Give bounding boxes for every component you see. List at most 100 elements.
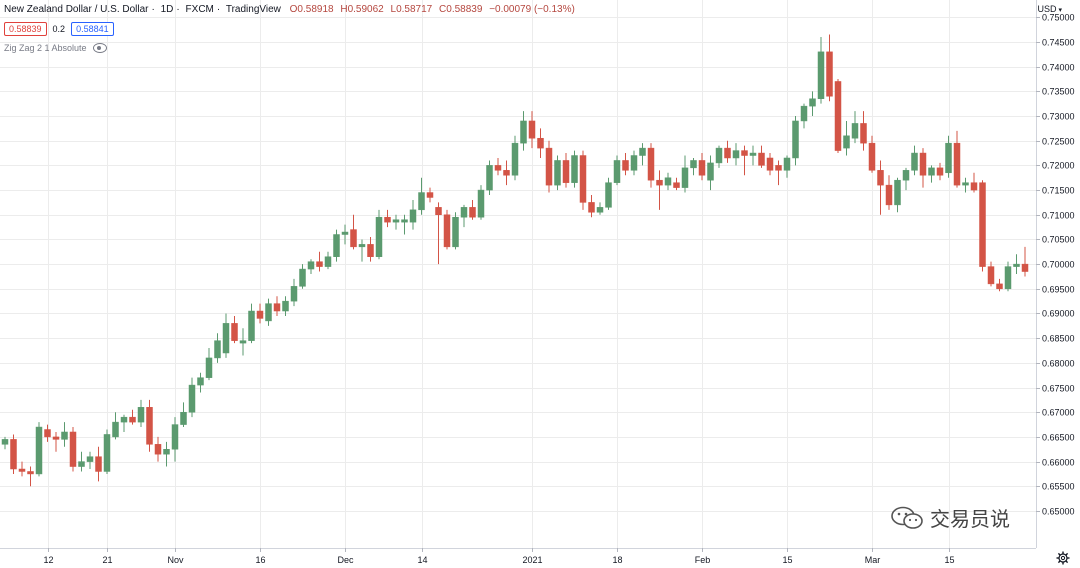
- candle-body-up: [749, 152, 757, 156]
- candle-body-down: [766, 157, 774, 171]
- change-value: −0.00079 (−0.13%): [489, 4, 575, 15]
- candle: [205, 348, 213, 381]
- candle: [817, 37, 825, 104]
- candle: [741, 145, 748, 176]
- buy-price-button[interactable]: 0.58841: [71, 22, 114, 36]
- candle-body-down: [18, 468, 26, 472]
- x-tick-label: Mar: [865, 555, 881, 565]
- candle: [35, 422, 43, 477]
- candle: [843, 120, 850, 156]
- candle: [758, 145, 765, 168]
- candle-body-up: [35, 426, 43, 475]
- candle-body-down: [528, 120, 536, 139]
- candle: [231, 315, 238, 344]
- symbol-header: New Zealand Dollar / U.S. Dollar · 1D · FX…: [4, 4, 579, 15]
- candle: [664, 172, 672, 191]
- candle-body-up: [817, 51, 825, 99]
- candle: [409, 199, 417, 230]
- candle-body-up: [86, 456, 94, 462]
- candle-body-down: [273, 303, 281, 312]
- candle-body-down: [1021, 263, 1029, 272]
- candle-body-up: [61, 431, 68, 440]
- candle: [120, 414, 128, 432]
- candle: [418, 177, 425, 215]
- candle-body-up: [112, 421, 119, 438]
- interval-label[interactable]: 1D: [160, 4, 174, 15]
- candle: [851, 111, 859, 144]
- candle-body-up: [1013, 263, 1020, 267]
- candle-body-up: [299, 268, 306, 287]
- candle-body-down: [316, 261, 323, 267]
- candle-body-down: [647, 147, 655, 181]
- candle: [545, 140, 553, 193]
- candle-body-down: [44, 429, 51, 438]
- y-tick-label: 0.71000: [1042, 211, 1075, 221]
- high-value: H0.59062: [340, 4, 384, 15]
- candle-body-up: [103, 434, 111, 472]
- x-tick-label: 15: [944, 555, 954, 565]
- candle: [970, 172, 978, 193]
- currency-label[interactable]: USD: [1037, 4, 1057, 14]
- candle: [860, 111, 867, 151]
- indicator-label[interactable]: Zig Zag 2 1 Absolute: [4, 43, 87, 53]
- symbol-name[interactable]: New Zealand Dollar / U.S. Dollar: [4, 4, 149, 15]
- watermark: 交易员说: [890, 503, 1010, 532]
- y-tick-label: 0.69000: [1042, 309, 1075, 319]
- candle-body-up: [1, 439, 9, 445]
- candle-body-up: [282, 300, 289, 312]
- candle-body-up: [409, 209, 417, 223]
- wechat-icon: [891, 506, 923, 529]
- price-axis[interactable]: 0.75000 0.74500 0.74000 0.73500 0.73000 0.725…: [1036, 13, 1075, 517]
- x-tick-label: 12: [43, 555, 53, 565]
- candle: [520, 111, 527, 151]
- candle-body-up: [163, 449, 170, 455]
- gear-icon[interactable]: [1056, 551, 1070, 565]
- ohlc-values: O0.58918 H0.59062 L0.58717 C0.58839 −0.0…: [290, 4, 579, 15]
- y-tick-label: 0.69500: [1042, 285, 1075, 295]
- indicator-legend[interactable]: Zig Zag 2 1 Absolute: [4, 43, 107, 53]
- candle-body-down: [834, 81, 842, 151]
- currency-selector[interactable]: USD ▾: [1037, 4, 1062, 14]
- candle-body-down: [503, 170, 510, 176]
- candle-body-down: [256, 310, 264, 319]
- candle-body-down: [868, 142, 876, 171]
- candle: [1, 436, 9, 450]
- candle: [962, 177, 969, 193]
- sell-price-button[interactable]: 0.58839: [4, 22, 47, 36]
- candle: [290, 278, 298, 307]
- candle-body-down: [426, 192, 434, 198]
- candle: [613, 155, 621, 186]
- candle: [86, 451, 94, 470]
- candle: [78, 451, 85, 472]
- candle-body-up: [324, 256, 332, 267]
- candle: [27, 466, 34, 487]
- candle-body-up: [715, 147, 723, 164]
- candles: [1, 34, 1029, 487]
- candle: [333, 229, 340, 262]
- candle-body-up: [137, 407, 145, 423]
- time-axis[interactable]: 12 21 Nov 16 Dec 14 2021 18 Feb 15 Mar 15: [43, 548, 955, 565]
- candle: [877, 160, 884, 215]
- candle-body-down: [860, 123, 867, 144]
- candle: [707, 155, 714, 191]
- candle-body-up: [307, 261, 315, 270]
- candle-body-down: [69, 431, 77, 467]
- candle: [239, 328, 247, 356]
- candle: [375, 209, 383, 260]
- eye-icon[interactable]: [92, 43, 107, 53]
- candle-body-up: [222, 323, 230, 354]
- candle-body-up: [401, 219, 408, 223]
- candle: [443, 209, 451, 250]
- candle: [732, 143, 740, 166]
- x-tick-label: 14: [417, 555, 427, 565]
- candle: [554, 155, 561, 191]
- candle: [494, 157, 502, 176]
- candle: [146, 399, 153, 452]
- candle-body-up: [290, 286, 298, 302]
- candle: [775, 160, 782, 186]
- candle: [622, 153, 629, 176]
- candle-body-down: [545, 147, 553, 186]
- candle-body-up: [511, 142, 519, 176]
